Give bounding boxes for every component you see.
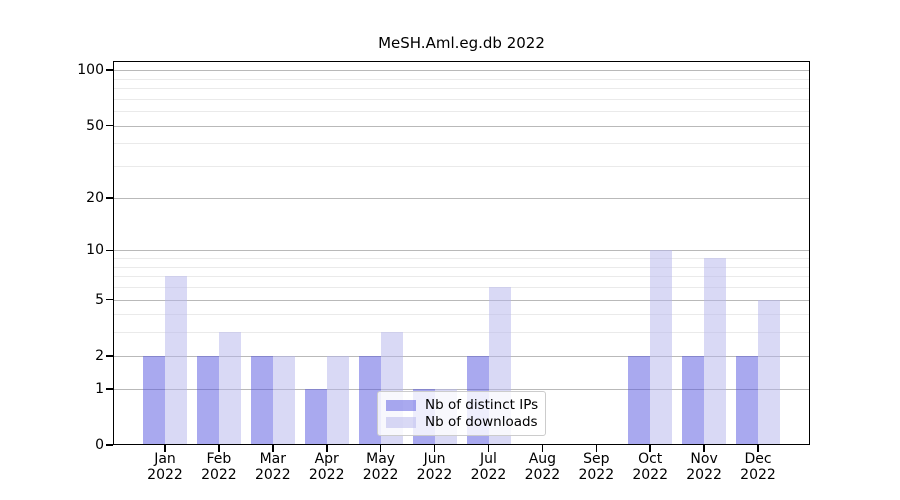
x-tick-label-apr: Apr 2022	[308, 451, 345, 483]
x-tick-sep	[595, 445, 597, 452]
legend-item-downloads: Nb of downloads	[386, 414, 538, 430]
gridline-100	[113, 70, 810, 72]
x-tick-label-jun: Jun 2022	[416, 451, 453, 483]
x-tick-nov	[703, 445, 705, 452]
gridline-1	[113, 388, 810, 390]
bar-downloads-apr	[326, 355, 349, 445]
minor-gridline-70	[113, 98, 810, 100]
minor-gridline-80	[113, 88, 810, 90]
y-tick-label-0: 0	[95, 437, 104, 453]
minor-gridline-3	[113, 332, 810, 334]
x-tick-label-jul: Jul 2022	[470, 451, 507, 483]
x-tick-label-dec: Dec 2022	[740, 451, 776, 483]
y-tick-100	[106, 69, 113, 71]
x-tick-feb	[218, 445, 220, 452]
bar-downloads-jan	[165, 276, 187, 445]
bar-ips-may	[358, 355, 381, 445]
x-tick-apr	[326, 445, 328, 452]
legend-label-downloads: Nb of downloads	[425, 414, 538, 430]
chart-title: MeSH.Aml.eg.db 2022	[378, 34, 545, 52]
bar-ips-feb	[196, 355, 219, 445]
x-tick-may	[379, 445, 382, 452]
y-tick-0	[106, 444, 113, 446]
minor-gridline-6	[113, 287, 810, 288]
x-tick-aug	[541, 445, 544, 452]
x-tick-oct	[649, 445, 651, 452]
y-tick-label-5: 5	[95, 291, 104, 308]
minor-gridline-9	[113, 258, 810, 259]
bar-downloads-dec	[758, 299, 780, 445]
gridline-50	[113, 125, 810, 127]
x-tick-jun	[433, 445, 436, 452]
legend-label-distinct-ips: Nb of distinct IPs	[425, 397, 539, 413]
x-tick-label-may: May 2022	[362, 451, 399, 483]
y-tick-label-2: 2	[95, 347, 104, 364]
x-tick-label-sep: Sep 2022	[578, 451, 615, 483]
y-tick-2	[106, 355, 113, 357]
bar-ips-nov	[682, 355, 705, 445]
gridline-10	[113, 250, 810, 252]
minor-gridline-40	[113, 143, 810, 145]
x-tick-mar	[272, 445, 274, 452]
bar-ips-oct	[628, 355, 651, 445]
x-tick-label-mar: Mar 2022	[254, 451, 291, 483]
legend-swatch-downloads	[386, 416, 416, 428]
x-tick-label-feb: Feb 2022	[201, 451, 237, 483]
y-tick-label-50: 50	[86, 117, 104, 134]
legend-swatch-distinct-ips	[386, 399, 416, 411]
bar-downloads-mar	[272, 355, 295, 445]
bar-ips-apr	[304, 388, 327, 445]
y-tick-1	[106, 388, 113, 390]
bar-downloads-nov	[704, 258, 727, 445]
x-tick-label-nov: Nov 2022	[686, 451, 722, 483]
y-tick-10	[106, 249, 113, 251]
minor-gridline-8	[113, 266, 810, 268]
x-tick-label-aug: Aug 2022	[524, 451, 561, 483]
x-tick-dec	[757, 445, 759, 452]
x-tick-label-jan: Jan 2022	[147, 451, 183, 483]
minor-gridline-4	[113, 314, 810, 316]
y-tick-label-100: 100	[77, 62, 104, 79]
minor-gridline-7	[113, 276, 810, 278]
minor-gridline-60	[113, 111, 810, 113]
x-tick-jul	[487, 445, 490, 452]
bar-downloads-oct	[650, 250, 673, 445]
x-tick-jan	[164, 445, 166, 452]
y-tick-50	[106, 124, 113, 127]
y-tick-20	[106, 197, 113, 199]
legend-item-distinct-ips: Nb of distinct IPs	[386, 397, 539, 413]
legend: Nb of distinct IPs Nb of downloads	[377, 391, 546, 436]
gridline-2	[113, 355, 810, 357]
bar-ips-jan	[143, 355, 165, 445]
gridline-5	[113, 299, 810, 301]
minor-gridline-90	[113, 78, 810, 80]
minor-gridline-30	[113, 166, 810, 168]
bar-downloads-feb	[218, 332, 241, 445]
y-tick-label-20: 20	[86, 189, 104, 206]
y-tick-5	[106, 298, 113, 301]
bar-ips-mar	[250, 355, 273, 445]
gridline-20	[113, 197, 810, 199]
x-tick-label-oct: Oct 2022	[632, 451, 668, 483]
bar-ips-dec	[736, 355, 758, 445]
y-tick-label-1: 1	[95, 380, 104, 397]
y-tick-label-10: 10	[86, 242, 104, 259]
